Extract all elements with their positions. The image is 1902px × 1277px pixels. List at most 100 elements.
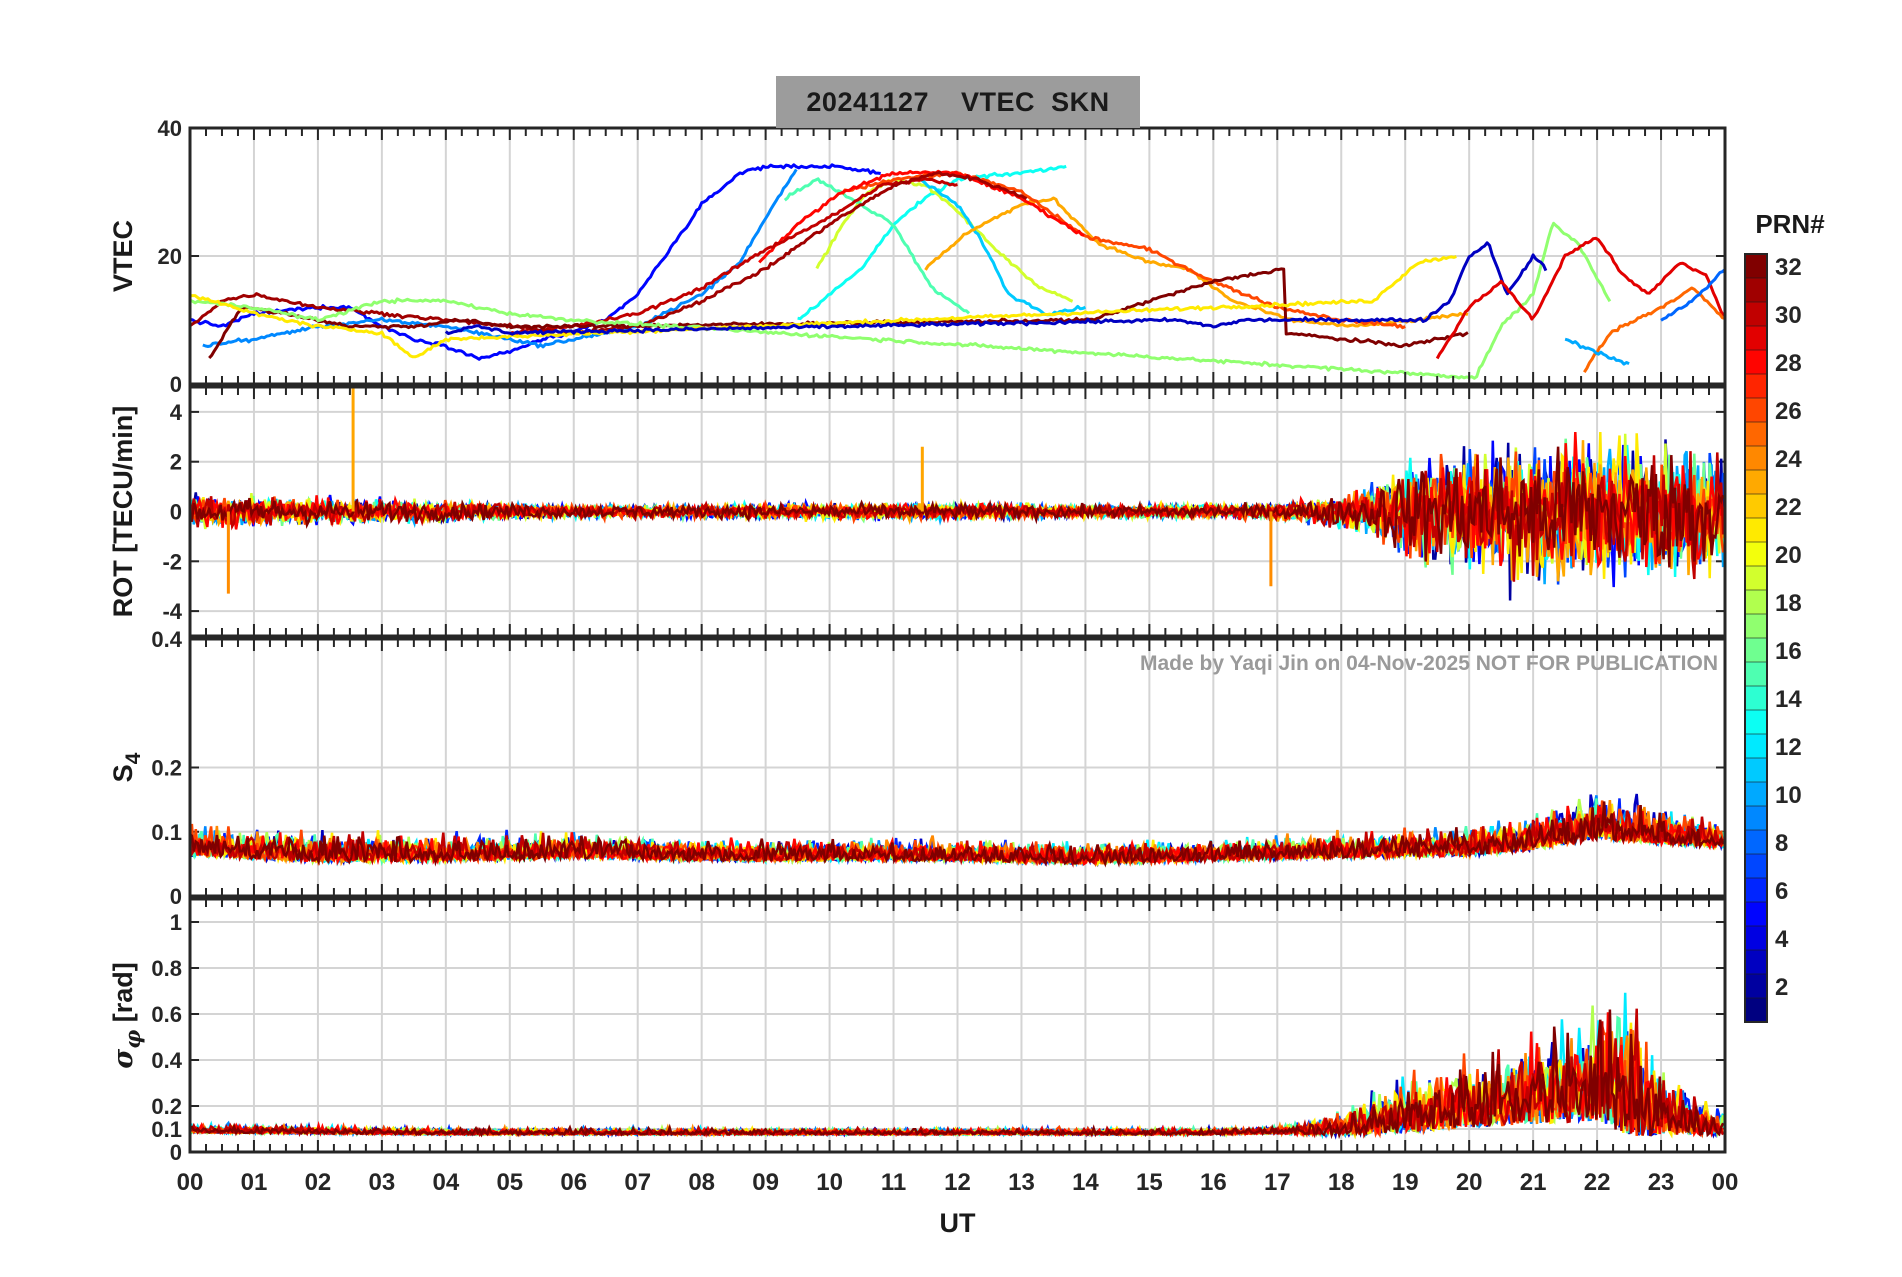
colorbar-segment: [1744, 373, 1768, 399]
vtec-ylabel: VTEC: [108, 220, 138, 292]
xtick-label: 11: [881, 1169, 906, 1196]
vtec-series-prn-3: [444, 241, 1548, 336]
xtick-label: 06: [560, 1169, 587, 1196]
colorbar-segment: [1744, 517, 1768, 543]
colorbar-segment: [1744, 781, 1768, 807]
colorbar-segment: [1744, 877, 1768, 903]
colorbar-segment: [1744, 445, 1768, 471]
rot-ytick-label: 4: [170, 400, 183, 425]
colorbar-segment: [1744, 301, 1768, 327]
colorbar-tick-label: 20: [1775, 542, 1802, 569]
sigma_phi-ytick-label: 0.8: [151, 956, 182, 981]
colorbar-segment: [1744, 565, 1768, 591]
colorbar-segment: [1744, 685, 1768, 711]
rot-ytick-label: 0: [170, 500, 182, 525]
xtick-label: 08: [688, 1169, 715, 1196]
sigma_phi-data: [190, 992, 1725, 1140]
xtick-label: 18: [1328, 1169, 1355, 1196]
panel-rot: -4 -2 0 2 4: [162, 385, 1727, 638]
colorbar-tick-label: 14: [1775, 686, 1802, 713]
vtec-series-prn-13: [797, 164, 1067, 321]
x-axis-label: UT: [940, 1208, 976, 1238]
xtick-label: 23: [1648, 1169, 1675, 1196]
xtick-label: 00: [177, 1169, 204, 1196]
colorbar-segment: [1744, 397, 1768, 423]
colorbar-tick-label: 18: [1775, 590, 1802, 617]
watermark-text: Made by Yaqi Jin on 04-Nov-2025 NOT FOR …: [1140, 652, 1718, 675]
colorbar-segment: [1744, 805, 1768, 831]
s4-ylabel: S4: [108, 752, 145, 782]
colorbar-segment: [1744, 469, 1768, 495]
vtec-series-prn-29: [1435, 236, 1725, 360]
title-box: [776, 76, 1140, 128]
colorbar-segment: [1744, 637, 1768, 663]
xtick-label: 22: [1584, 1169, 1611, 1196]
colorbar-tick-label: 24: [1775, 446, 1802, 473]
vtec-series-prn-31: [190, 170, 1028, 335]
colorbar-segment: [1744, 853, 1768, 879]
vtec-series-prn-21: [190, 255, 1457, 359]
vtec-series-prn-28: [758, 169, 1085, 264]
xtick-label: 04: [432, 1169, 459, 1196]
rot-data: [190, 387, 1725, 601]
colorbar-segment: [1744, 277, 1768, 303]
xtick-label: 12: [944, 1169, 971, 1196]
colorbar-segment: [1744, 493, 1768, 519]
panel-s4: 0 0.1 0.2 0.4: [151, 627, 1727, 909]
rot-series-prn-32: [190, 446, 1725, 568]
sigma_phi-ytick-label: 0.1: [151, 1117, 182, 1142]
s4-data: [190, 793, 1725, 868]
sigma_phi-ytick-label: 1: [170, 910, 182, 935]
colorbar-segment: [1744, 589, 1768, 615]
xtick-label: 02: [305, 1169, 332, 1196]
colorbar-segment: [1744, 757, 1768, 783]
vtec-series-prn-17: [190, 221, 1612, 380]
vtec-series-prn-30: [509, 177, 958, 336]
colorbar-segment: [1744, 325, 1768, 351]
panel-vtec: 0 20 40: [158, 116, 1727, 397]
xtick-label: 05: [496, 1169, 523, 1196]
colorbar-frame: [1744, 253, 1768, 1023]
chart-title: 20241127 VTEC SKN: [806, 87, 1110, 117]
xtick-label: 09: [752, 1169, 779, 1196]
vtec-ytick-label: 0: [170, 372, 182, 397]
vtec-ytick-label: 20: [158, 244, 182, 269]
colorbar-tick-label: 32: [1775, 254, 1802, 281]
colorbar-segment: [1744, 421, 1768, 447]
vtec-series-prn-10: [1564, 337, 1630, 366]
sigma_phi-ytick-label: 0.6: [151, 1002, 182, 1027]
vtec-series-prn-15: [783, 177, 971, 315]
sigma_phi-ytick-label: 0.2: [151, 1094, 182, 1119]
colorbar-tick-label: 28: [1775, 350, 1802, 377]
panel-sigma_phi: 00.10.2 0.4 0.6 0.8 1: [151, 897, 1727, 1165]
colorbar-segment: [1744, 541, 1768, 567]
colorbar-segment: [1744, 901, 1768, 927]
sigma-phi-ylabel: σφ [rad]: [108, 962, 145, 1068]
xtick-label: 03: [369, 1169, 396, 1196]
sigma_phi-ytick-label: 0: [170, 1140, 182, 1165]
xtick-label: 20: [1456, 1169, 1483, 1196]
s4-ytick-label: 0.1: [151, 820, 182, 845]
vtec-series-prn-8: [1660, 268, 1725, 322]
s4-ytick-label: 0.4: [151, 627, 182, 652]
vtec-data: [190, 163, 1725, 380]
s4-ytick-label: 0.2: [151, 756, 182, 781]
colorbar-tick-label: 2: [1775, 974, 1788, 1001]
colorbar-segment: [1744, 925, 1768, 951]
colorbar-segment: [1744, 733, 1768, 759]
xtick-label: 16: [1200, 1169, 1227, 1196]
sigma_phi-series-prn-32: [190, 1009, 1725, 1140]
vtec-series-prn-26: [841, 171, 1406, 330]
colorbar-tick-label: 30: [1775, 302, 1802, 329]
rot-ytick-label: -4: [162, 599, 182, 624]
colorbar-segment: [1744, 661, 1768, 687]
sigma_phi-ytick-label: 0.4: [151, 1048, 182, 1073]
xtick-label: 01: [241, 1169, 268, 1196]
vtec-ytick-label: 40: [158, 116, 182, 141]
xtick-label: 19: [1392, 1169, 1419, 1196]
colorbar-segment: [1744, 949, 1768, 975]
rot-ylabel: ROT [TECU/min]: [108, 406, 138, 617]
colorbar-label: PRN#: [1755, 209, 1825, 239]
